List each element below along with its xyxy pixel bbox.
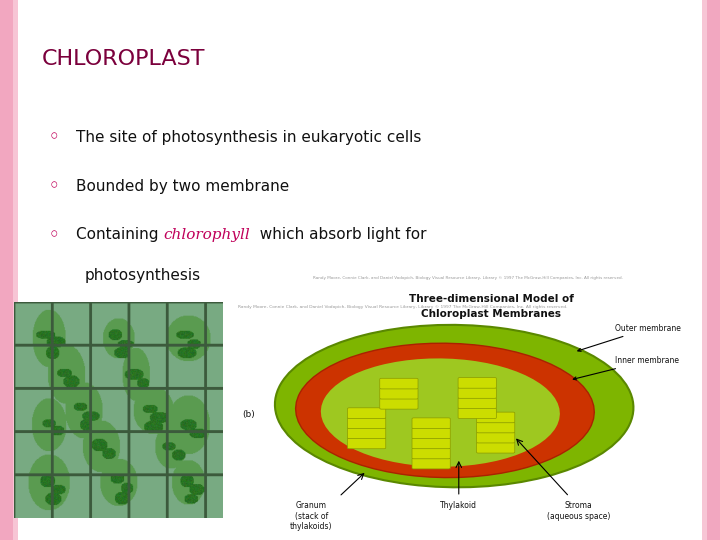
Text: Granum
(stack of
thylakoids): Granum (stack of thylakoids) [290,501,333,531]
Text: Thylakoid: Thylakoid [441,501,477,510]
Bar [707,0,720,540]
Ellipse shape [296,343,594,477]
FancyBboxPatch shape [458,408,496,418]
FancyBboxPatch shape [348,438,386,449]
Text: ◦: ◦ [49,226,60,244]
FancyBboxPatch shape [412,438,450,449]
Text: photosynthesis: photosynthesis [85,268,201,283]
FancyBboxPatch shape [458,377,496,388]
Ellipse shape [321,359,560,467]
Text: Randy Moore, Connie Clark, and Daniel Vodopich, Biology Visual Resource Library,: Randy Moore, Connie Clark, and Daniel Vo… [238,305,568,309]
FancyBboxPatch shape [379,379,418,389]
FancyBboxPatch shape [477,433,515,443]
Text: The site of photosynthesis in eukaryotic cells: The site of photosynthesis in eukaryotic… [76,130,421,145]
Text: ◦: ◦ [49,129,60,147]
FancyBboxPatch shape [412,418,450,429]
FancyBboxPatch shape [412,428,450,438]
FancyBboxPatch shape [458,398,496,408]
Bar [702,0,707,540]
FancyBboxPatch shape [477,412,515,423]
Text: which absorb light for: which absorb light for [250,227,426,242]
Text: (b): (b) [242,410,255,419]
FancyBboxPatch shape [477,442,515,453]
Bar [13,0,18,540]
FancyBboxPatch shape [348,408,386,418]
Text: ◦: ◦ [49,177,60,195]
Text: chlorophyll: chlorophyll [163,228,250,242]
Text: Three-dimensional Model of: Three-dimensional Model of [409,294,573,304]
FancyBboxPatch shape [412,448,450,459]
Text: CHLOROPLAST: CHLOROPLAST [42,49,205,69]
Bar [0,0,13,540]
Text: Inner membrane: Inner membrane [573,356,680,380]
FancyBboxPatch shape [379,388,418,399]
Text: Outer membrane: Outer membrane [578,324,681,352]
Text: Stroma
(aqueous space): Stroma (aqueous space) [547,501,611,521]
Text: Bounded by two membrane: Bounded by two membrane [76,179,289,194]
Text: Randy Moore, Connie Clark, and Daniel Vodopich, Biology Visual Resource Library,: Randy Moore, Connie Clark, and Daniel Vo… [313,276,623,280]
Text: Chloroplast Membranes: Chloroplast Membranes [421,309,561,319]
FancyBboxPatch shape [477,422,515,433]
FancyBboxPatch shape [348,428,386,438]
FancyBboxPatch shape [379,399,418,409]
FancyBboxPatch shape [458,388,496,399]
Text: Containing: Containing [76,227,163,242]
FancyBboxPatch shape [412,458,450,469]
FancyBboxPatch shape [348,418,386,429]
Ellipse shape [275,325,634,487]
